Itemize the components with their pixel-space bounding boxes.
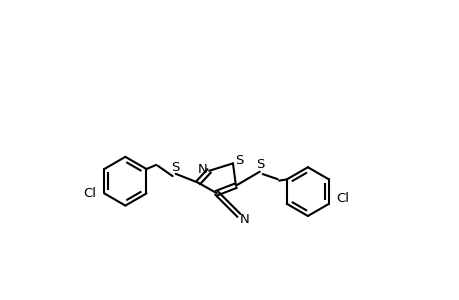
Text: S: S [256,158,264,171]
Text: Cl: Cl [336,192,349,205]
Text: N: N [197,163,207,176]
Text: S: S [235,154,243,167]
Text: N: N [239,213,249,226]
Text: S: S [171,161,179,174]
Text: Cl: Cl [83,187,96,200]
